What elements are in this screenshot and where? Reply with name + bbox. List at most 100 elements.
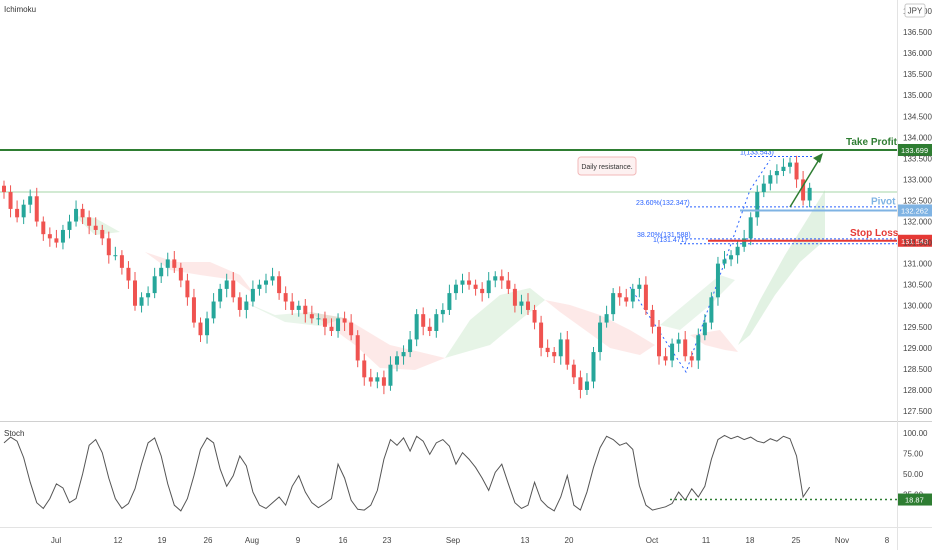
candle-body — [244, 301, 249, 310]
price-tick-label: 136.000 — [903, 49, 932, 58]
cloud-patch — [660, 275, 735, 330]
candle-body — [689, 356, 694, 361]
price-tick-label: 132.500 — [903, 196, 932, 205]
candle-body — [637, 284, 642, 289]
candle-body — [119, 255, 124, 268]
candle-body — [224, 280, 229, 289]
candle-body — [303, 305, 308, 315]
candle-body — [270, 276, 275, 281]
time-tick-label: 26 — [204, 536, 213, 545]
price-tick-label: 135.000 — [903, 91, 932, 100]
candle-body — [427, 326, 432, 331]
candle-body — [277, 276, 282, 294]
candle-body — [28, 196, 33, 205]
tp-arrow-head — [813, 153, 823, 163]
candle-body — [159, 267, 164, 277]
candle-body — [715, 263, 720, 298]
candle-body — [126, 267, 131, 281]
price-tick-label: 127.500 — [903, 407, 932, 416]
candle-body — [571, 364, 576, 378]
currency-badge[interactable] — [904, 3, 926, 18]
candle-body — [421, 314, 426, 327]
price-tick-label: 129.500 — [903, 323, 932, 332]
level-pivot-label: Pivot — [871, 196, 896, 207]
candle-body — [735, 246, 740, 256]
candle-body — [381, 377, 386, 386]
cloud-patch — [690, 330, 738, 352]
candle-body — [729, 255, 734, 260]
time-tick-label: 19 — [158, 536, 167, 545]
candle-body — [362, 360, 367, 378]
candle-body — [205, 318, 210, 336]
candle-body — [506, 280, 511, 289]
candle-body — [807, 187, 812, 201]
time-tick-label: 8 — [885, 536, 890, 545]
candle-body — [34, 196, 39, 222]
candle-body — [139, 297, 144, 306]
price-tick-label: 134.000 — [903, 133, 932, 142]
price-pane: 1(133.543) 23.60%(132.347) 38.20%(131.588)… — [0, 137, 932, 399]
stoch-line — [3, 434, 811, 512]
candle-body — [54, 238, 59, 243]
price-tick-label: 135.500 — [903, 70, 932, 79]
price-badge-label: 132.262 — [901, 206, 928, 215]
time-tick-label: 23 — [383, 536, 392, 545]
candle-body — [191, 297, 196, 323]
candle-body — [408, 339, 413, 353]
tp-arrow-shaft — [789, 157, 821, 208]
time-tick-label: 16 — [339, 536, 348, 545]
price-tick-label: 130.000 — [903, 302, 932, 311]
time-tick-label: 18 — [746, 536, 755, 545]
candle-body — [329, 326, 334, 331]
stoch-last-value: 18.87 — [905, 496, 924, 505]
candle-body — [565, 339, 570, 365]
candle-body — [584, 381, 589, 390]
candle-body — [290, 301, 295, 310]
time-axis[interactable]: Jul 12 19 26 Aug 9 16 23 Sep 13 20 Oct 11 18 25 Nov 8 — [51, 536, 890, 545]
price-badge-label: 133.699 — [901, 146, 928, 155]
candle-body — [296, 305, 301, 310]
stoch-tick-label: 75.00 — [903, 450, 924, 459]
candle-body — [316, 318, 321, 320]
price-badge — [898, 143, 932, 156]
stoch-title: Stoch — [4, 429, 24, 438]
candle-body — [650, 309, 655, 327]
time-tick-label: 9 — [296, 536, 301, 545]
candle-body — [237, 297, 242, 310]
price-tick-label: 131.500 — [903, 239, 932, 248]
candle-body — [702, 322, 707, 336]
candle-body — [198, 322, 203, 336]
candle-body — [80, 208, 85, 218]
candle-body — [624, 297, 629, 302]
stoch-tick-label: 100.00 — [903, 429, 928, 438]
time-tick-label: Nov — [835, 536, 849, 545]
fib-level-label: 23.60%(132.347) — [636, 200, 690, 207]
candle-body — [663, 356, 668, 361]
price-badge — [898, 234, 932, 247]
candle-body — [761, 183, 766, 193]
candle-body — [598, 322, 603, 353]
price-badge — [898, 204, 932, 217]
price-tick-label: 130.500 — [903, 281, 932, 290]
candle-body — [257, 284, 262, 289]
candle-body — [283, 293, 288, 302]
candle-body — [591, 352, 596, 382]
price-axis[interactable]: 137.000136.500136.000135.500135.000134.5… — [903, 7, 932, 416]
price-tick-label: 131.000 — [903, 260, 932, 269]
candle-body — [670, 343, 675, 361]
candle-body — [440, 309, 445, 315]
candle-body — [146, 293, 151, 298]
candle-body — [722, 259, 727, 264]
candle-body — [755, 192, 760, 218]
candle-body — [185, 280, 190, 298]
candle-body — [801, 179, 806, 201]
candle-body — [113, 255, 118, 257]
candle-body — [41, 221, 46, 235]
candle-body — [709, 297, 714, 323]
stoch-last-badge — [898, 493, 932, 506]
candle-body — [152, 276, 157, 294]
time-tick-label: Sep — [446, 536, 461, 545]
